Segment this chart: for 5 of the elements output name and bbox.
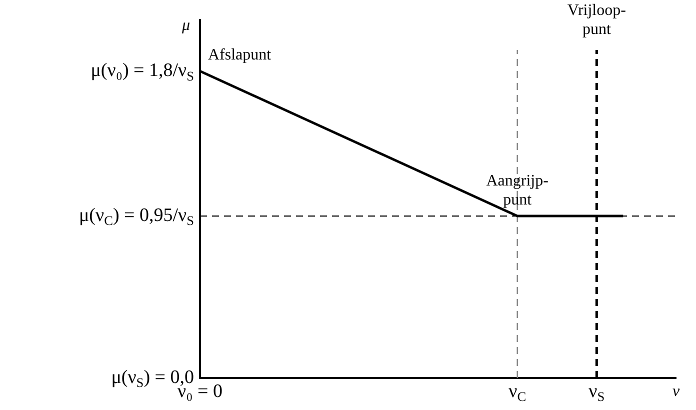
annotation: Afslapunt bbox=[208, 46, 272, 64]
annotation: Vrijloop- punt bbox=[567, 2, 626, 38]
annotation: Aangrijp- punt bbox=[486, 172, 548, 208]
y-axis-title: μ bbox=[180, 17, 190, 34]
x-axis-title: ν bbox=[672, 383, 680, 400]
